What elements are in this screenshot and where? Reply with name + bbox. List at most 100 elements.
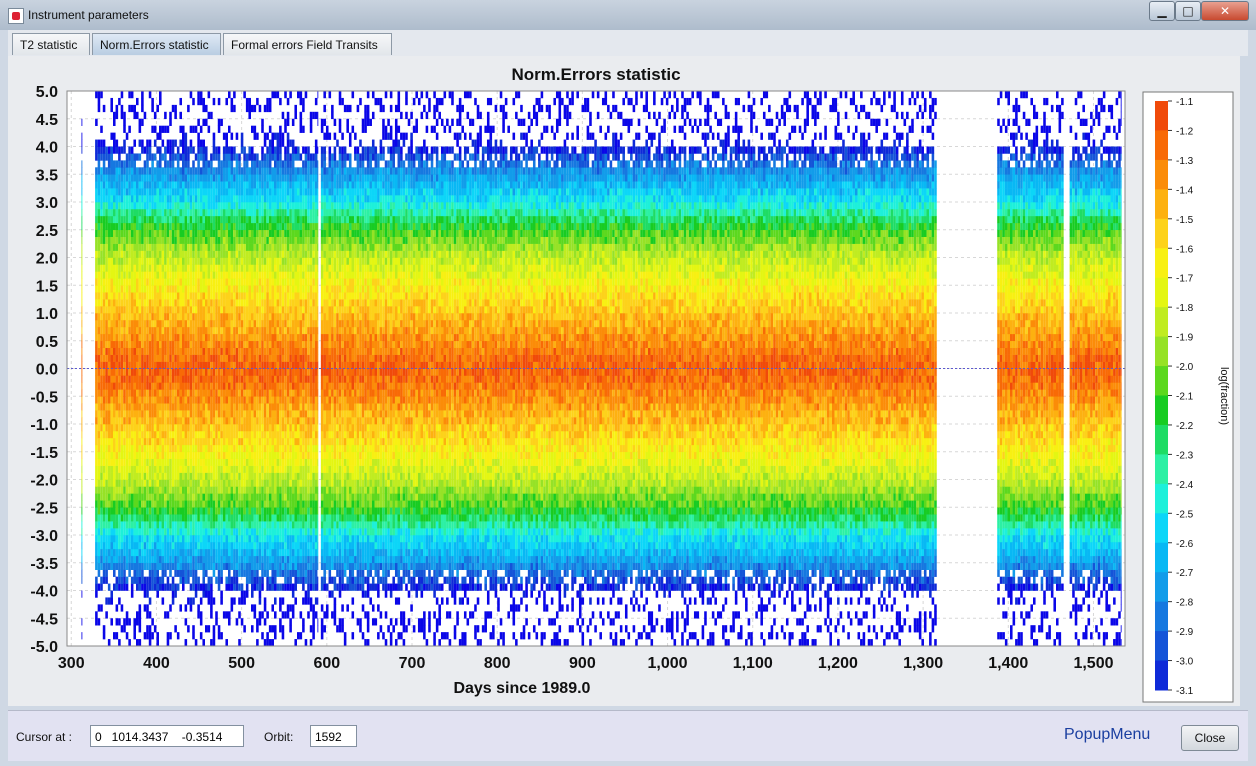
heatmap-cell xyxy=(258,417,262,425)
heatmap-cell xyxy=(136,535,139,543)
maximize-button[interactable]: □ xyxy=(1175,1,1201,21)
heatmap-cell xyxy=(212,382,216,390)
heatmap-cell xyxy=(102,167,106,175)
heatmap-cell xyxy=(268,500,272,508)
heatmap-cell xyxy=(248,229,251,237)
tab-formal-errors-field-transits[interactable]: Formal errors Field Transits xyxy=(223,33,392,55)
heatmap-cell xyxy=(105,361,108,369)
heatmap-cell xyxy=(263,493,267,501)
title-bar: Instrument parameters ▁ □ ✕ xyxy=(0,0,1256,30)
heatmap-cell xyxy=(274,451,277,459)
heatmap-cell xyxy=(110,375,113,383)
heatmap-cell xyxy=(256,576,259,584)
heatmap-cell xyxy=(258,500,262,508)
heatmap-cell xyxy=(215,576,218,584)
heatmap-cell xyxy=(120,410,124,418)
heatmap-cell xyxy=(143,444,147,453)
heatmap-cell xyxy=(256,153,259,161)
heatmap-cell xyxy=(253,333,257,342)
heatmap-cell xyxy=(248,153,251,161)
heatmap-cell xyxy=(166,347,170,355)
heatmap-cell xyxy=(184,208,188,217)
heatmap-cell xyxy=(215,417,218,425)
heatmap-cell xyxy=(110,278,113,286)
heatmap-cell xyxy=(192,195,195,203)
heatmap-cell xyxy=(171,368,175,376)
heatmap-cell xyxy=(240,472,244,480)
heatmap-cell xyxy=(161,208,165,217)
tab-t2-statistic[interactable]: T2 statistic xyxy=(12,33,90,55)
heatmap-cell xyxy=(220,451,223,459)
heatmap-cell xyxy=(205,229,208,237)
heatmap-cell xyxy=(166,292,170,300)
heatmap-cell xyxy=(179,195,182,203)
heatmap-cell xyxy=(141,229,144,237)
window-close-button[interactable]: ✕ xyxy=(1201,1,1249,21)
heatmap-cell xyxy=(128,528,131,536)
heatmap-cell xyxy=(161,417,165,425)
heatmap-cell xyxy=(182,569,185,577)
heatmap-cell xyxy=(138,285,142,293)
heatmap-cell xyxy=(156,389,159,397)
heatmap-cell xyxy=(97,91,101,99)
heatmap-cell xyxy=(197,91,200,99)
heatmap-cell xyxy=(110,541,113,550)
heatmap-cell xyxy=(197,583,200,591)
tab-norm-errors-statistic[interactable]: Norm.Errors statistic xyxy=(92,33,221,55)
heatmap-cell xyxy=(238,562,241,570)
heatmap-cell xyxy=(130,264,134,272)
heatmap-cell xyxy=(118,618,121,626)
norm-errors-chart[interactable]: Norm.Errors statistic5.04.54.03.53.02.52… xyxy=(8,56,1240,706)
heatmap-cell xyxy=(81,486,83,494)
heatmap-cell xyxy=(110,333,113,342)
heatmap-cell xyxy=(243,188,246,196)
heatmap-cell xyxy=(133,535,136,543)
heatmap-cell xyxy=(115,632,119,640)
heatmap-cell xyxy=(245,417,249,425)
heatmap-cell xyxy=(156,236,159,244)
heatmap-cell xyxy=(210,403,213,411)
heatmap-cell xyxy=(128,188,131,196)
heatmap-cell xyxy=(141,444,144,453)
heatmap-cell xyxy=(268,437,272,446)
heatmap-cell xyxy=(128,181,131,189)
heatmap-cell xyxy=(100,257,103,265)
heatmap-cell xyxy=(159,486,162,494)
heatmap-cell xyxy=(156,555,159,564)
heatmap-cell xyxy=(258,160,262,168)
heatmap-cell xyxy=(138,521,142,529)
heatmap-cell xyxy=(148,548,152,557)
heatmap-cell xyxy=(220,195,223,203)
heatmap-cell xyxy=(228,368,231,376)
heatmap-cell xyxy=(225,486,228,494)
heatmap-cell xyxy=(153,229,157,237)
heatmap-cell xyxy=(253,271,257,279)
heatmap-cell xyxy=(258,278,262,286)
heatmap-cell xyxy=(182,347,185,355)
heatmap-cell xyxy=(222,541,226,550)
heatmap-cell xyxy=(256,403,259,411)
heatmap-cell xyxy=(113,250,116,258)
heatmap-cell xyxy=(176,541,180,550)
heatmap-cell xyxy=(176,444,180,453)
heatmap-cell xyxy=(130,160,134,168)
heatmap-cell xyxy=(197,410,200,418)
heatmap-cell xyxy=(253,382,257,390)
heatmap-cell xyxy=(263,243,267,251)
heatmap-cell xyxy=(217,153,221,161)
heatmap-cell xyxy=(199,250,203,258)
heatmap-cell xyxy=(235,313,239,321)
heatmap-cell xyxy=(194,590,198,598)
heatmap-cell xyxy=(136,340,139,348)
heatmap-cell xyxy=(225,250,228,258)
heatmap-cell xyxy=(205,181,208,189)
heatmap-cell xyxy=(210,340,213,348)
heatmap-cell xyxy=(222,451,226,459)
heatmap-cell xyxy=(146,292,149,300)
heatmap-cell xyxy=(182,444,185,453)
heatmap-cell xyxy=(225,319,228,328)
heatmap-cell xyxy=(179,285,182,293)
heatmap-cell xyxy=(169,118,172,126)
heatmap-cell xyxy=(107,528,111,536)
minimize-button[interactable]: ▁ xyxy=(1149,1,1175,21)
